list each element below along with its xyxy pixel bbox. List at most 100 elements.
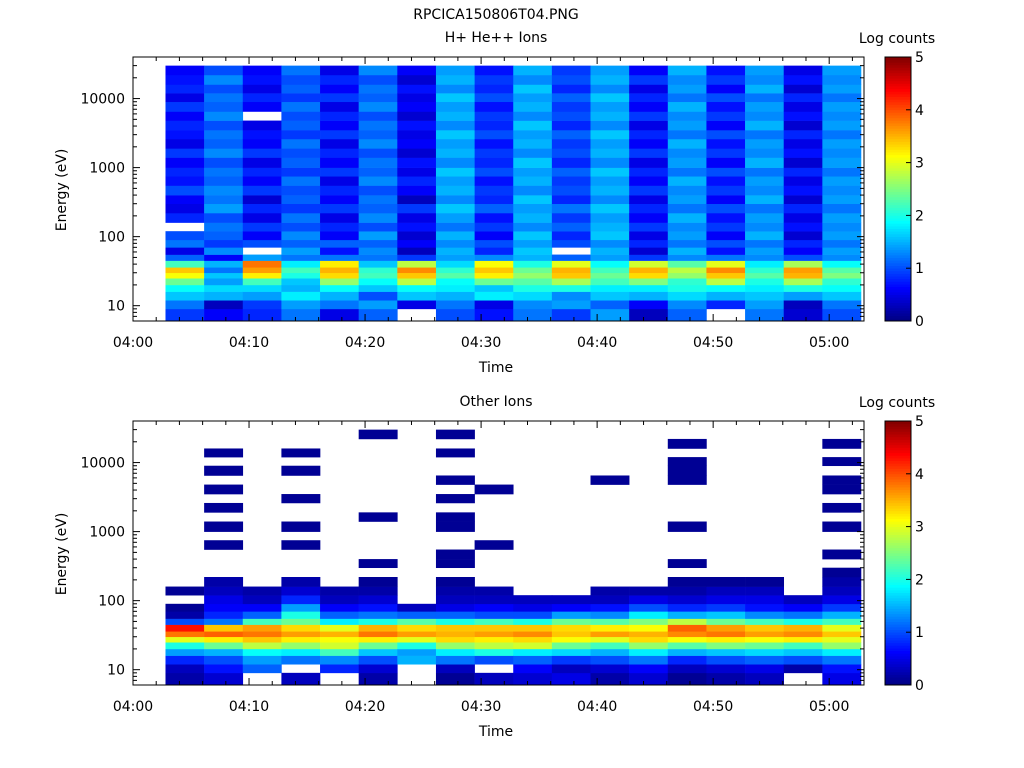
heatmap-cell <box>320 93 359 103</box>
heatmap-cell <box>513 611 553 619</box>
heatmap-cell <box>435 648 475 656</box>
heatmap-cell <box>706 272 746 279</box>
heatmap-cell <box>822 272 862 279</box>
heatmap-cell <box>435 624 475 632</box>
heatmap-cell <box>435 130 475 140</box>
colorbar-segment <box>885 239 911 243</box>
heatmap-cell <box>783 664 823 674</box>
colorbar-segment <box>885 568 911 572</box>
heatmap-cell <box>397 130 437 140</box>
heatmap-cell <box>551 308 591 322</box>
heatmap-cell <box>783 185 823 196</box>
heatmap-cell <box>435 65 475 76</box>
heatmap-cell <box>358 247 398 255</box>
heatmap-cell <box>551 239 591 248</box>
heatmap-cell <box>783 101 823 112</box>
colorbar-segment <box>885 671 911 675</box>
plot-frame <box>132 56 865 322</box>
x-tick-label: 04:00 <box>113 335 153 351</box>
colorbar-segment <box>885 658 911 662</box>
colorbar-tick-label: 3 <box>915 520 924 536</box>
heatmap-cell <box>822 672 862 686</box>
heatmap-cell <box>822 130 862 140</box>
heatmap-cell <box>397 101 437 112</box>
y-tick-label: 10 <box>107 663 125 679</box>
heatmap-cell <box>474 272 514 279</box>
colorbar-segment <box>885 146 911 150</box>
heatmap-cell <box>358 655 398 665</box>
heatmap-cell <box>474 148 514 158</box>
heatmap-cell <box>242 157 282 168</box>
colorbar-segment <box>885 305 911 309</box>
heatmap-cell <box>513 267 553 274</box>
colorbar-segment <box>885 452 911 456</box>
heatmap-cell <box>745 300 785 310</box>
colorbar-segment <box>885 86 911 90</box>
heatmap-cell <box>397 300 437 310</box>
heatmap-cell <box>745 231 785 241</box>
heatmap-cell <box>783 642 823 650</box>
heatmap-cell <box>281 84 321 94</box>
heatmap-cell <box>667 148 707 158</box>
heatmap-cell <box>435 185 475 196</box>
heatmap-cell <box>474 231 514 241</box>
heatmap-cell <box>822 308 862 322</box>
heatmap-cell <box>320 176 359 186</box>
heatmap-cell <box>435 239 475 248</box>
heatmap-cell <box>165 157 205 168</box>
heatmap-cell <box>745 260 785 268</box>
heatmap-cell <box>590 586 630 596</box>
heatmap-cell <box>513 195 553 205</box>
heatmap-cell <box>706 247 746 255</box>
heatmap-cell <box>281 157 321 168</box>
colorbar-segment <box>885 297 911 301</box>
heatmap-cell <box>281 120 321 131</box>
heatmap-cell <box>706 203 746 214</box>
colorbar-segment <box>885 677 911 681</box>
heatmap-cell <box>474 222 514 232</box>
heatmap-cell <box>435 278 475 286</box>
heatmap-cell <box>706 284 746 292</box>
heatmap-cell <box>320 624 359 632</box>
heatmap-cell <box>590 664 630 674</box>
heatmap-cell <box>242 636 282 643</box>
heatmap-cell <box>204 222 244 232</box>
heatmap-cell <box>358 291 398 301</box>
heatmap-cell <box>204 247 244 255</box>
x-axis-label: Time <box>478 360 513 376</box>
heatmap-cell <box>397 254 437 261</box>
heatmap-cell <box>822 176 862 186</box>
heatmap-cell <box>513 672 553 686</box>
heatmap-cell <box>358 631 398 638</box>
heatmap-cell <box>397 642 437 650</box>
heatmap-cell <box>397 111 437 121</box>
colorbar-segment <box>885 241 911 245</box>
heatmap-cell <box>590 624 630 632</box>
heatmap-cell <box>513 239 553 248</box>
heatmap-cell <box>281 618 321 625</box>
heatmap-cell <box>822 655 862 665</box>
heatmap-cell <box>745 648 785 656</box>
heatmap-cell <box>435 247 475 255</box>
heatmap-cell <box>822 595 862 605</box>
colorbar-segment <box>885 669 911 673</box>
heatmap-cell <box>783 74 823 85</box>
heatmap-cell <box>320 636 359 643</box>
heatmap-cell <box>165 84 205 94</box>
heatmap-cell <box>629 138 669 149</box>
heatmap-cell <box>513 111 553 121</box>
heatmap-cell <box>320 611 359 619</box>
colorbar-segment <box>885 682 911 686</box>
heatmap-cell <box>783 130 823 140</box>
heatmap-cell <box>435 603 475 612</box>
heatmap-cell <box>320 185 359 196</box>
heatmap-cell <box>745 577 785 587</box>
heatmap-cell <box>242 260 282 268</box>
heatmap-cell <box>629 642 669 650</box>
heatmap-cell <box>281 185 321 196</box>
colorbar-segment <box>885 231 911 235</box>
heatmap-cell <box>551 631 591 638</box>
colorbar-segment <box>885 497 911 501</box>
y-tick-label: 1000 <box>89 525 125 541</box>
